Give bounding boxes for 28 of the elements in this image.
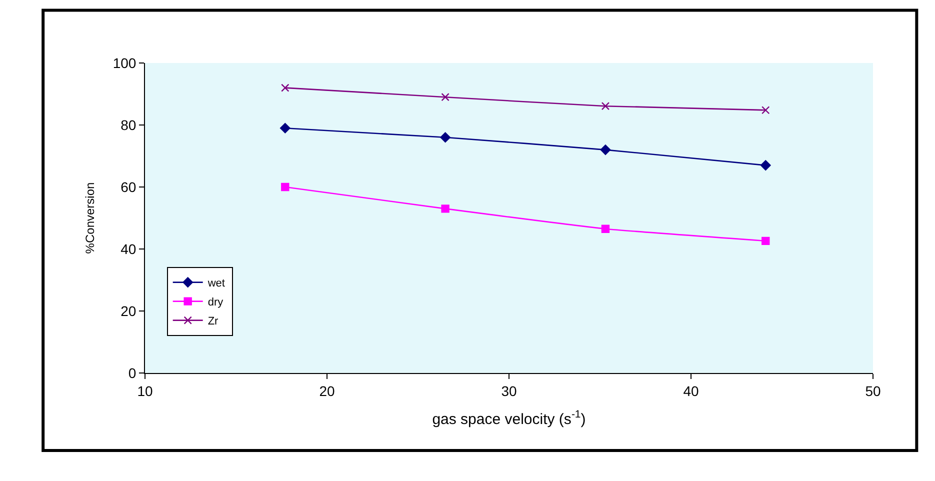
legend-label: Zr [208,316,219,328]
point [281,84,290,92]
point [280,122,290,134]
legend-label: wet [206,278,225,290]
point [441,93,450,102]
point [601,224,610,233]
point [762,236,770,246]
x-tick-label: 50 [865,382,881,399]
point [601,102,610,110]
y-axis-title: %Conversion [83,182,98,254]
x-axis-title: gas space velocity (s$^{-1}$) [432,408,586,428]
x-tick-label: 10 [137,382,153,399]
y-tick-label: 40 [120,240,136,257]
point [600,144,611,155]
point [281,182,290,192]
x-tick-label: 30 [501,382,517,399]
y-tick-label: 80 [120,116,136,133]
point [760,160,771,170]
y-tick-label: 0 [128,364,136,381]
point [441,204,450,213]
y-tick-label: 60 [120,178,136,195]
x-tick-label: 40 [683,382,699,399]
x-tick-label: 20 [319,382,335,399]
legend-label: dry [208,296,224,309]
y-tick-label: 20 [120,302,136,319]
y-tick-label: 100 [112,54,136,71]
point [440,132,450,143]
point [762,106,770,114]
